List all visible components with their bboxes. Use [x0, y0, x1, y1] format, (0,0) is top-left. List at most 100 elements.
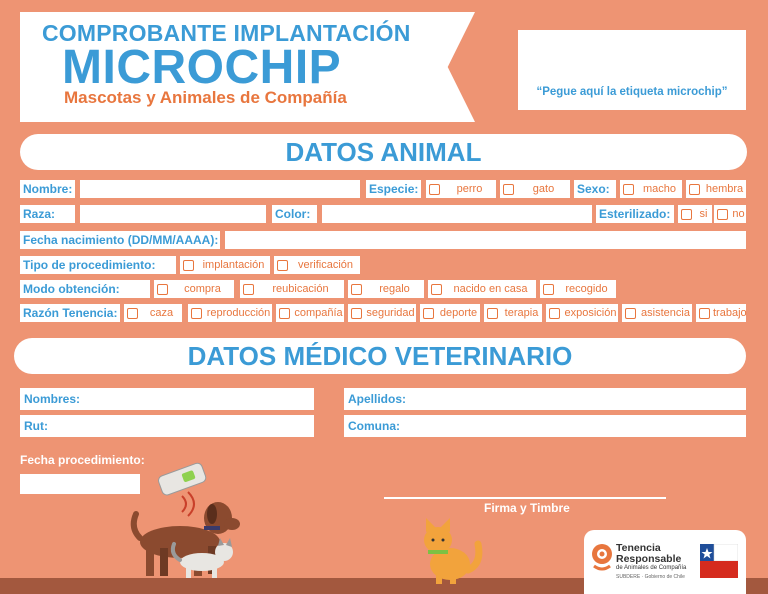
tipo-option-implantacion[interactable]: implantación [180, 256, 270, 274]
fecha-procedimiento-label: Fecha procedimiento: [20, 453, 145, 467]
checkbox[interactable] [351, 283, 362, 295]
modo-option-regalo[interactable]: regalo [348, 280, 424, 298]
nombre-field[interactable] [80, 180, 360, 198]
checkbox[interactable] [127, 307, 138, 319]
option-label: regalo [379, 283, 410, 295]
checkbox[interactable] [279, 307, 290, 319]
option-label: no [732, 208, 745, 220]
subtitle: Mascotas y Animales de Compañía [64, 88, 347, 107]
rut-label: Rut: [24, 419, 48, 433]
checkbox[interactable] [543, 283, 554, 295]
header-banner [20, 12, 475, 122]
option-label: gato [532, 183, 555, 195]
checkbox[interactable] [689, 183, 700, 195]
option-label: terapia [504, 307, 539, 319]
apellidos-label: Apellidos: [348, 392, 407, 406]
modo-option-nacido-en-casa[interactable]: nacido en casa [428, 280, 536, 298]
sexo-label: Sexo: [574, 180, 616, 198]
especie-option-gato[interactable]: gato [500, 180, 570, 198]
modo-obtencion-label: Modo obtención: [20, 280, 150, 298]
sexo-option-macho[interactable]: macho [620, 180, 682, 198]
logo-title: Tenencia Responsable [616, 543, 681, 565]
checkbox[interactable] [681, 208, 692, 220]
comuna-label: Comuna: [348, 419, 400, 433]
checkbox[interactable] [699, 307, 710, 319]
ground-strip [0, 578, 768, 594]
esterilizado-option-no[interactable]: no [714, 205, 746, 223]
option-label: reproducción [206, 307, 271, 319]
modo-option-compra[interactable]: compra [154, 280, 234, 298]
option-label: exposición [564, 307, 617, 319]
checkbox[interactable] [429, 183, 440, 195]
color-label: Color: [272, 205, 317, 223]
checkbox[interactable] [623, 183, 634, 195]
checkbox[interactable] [243, 283, 254, 295]
sexo-option-hembra[interactable]: hembra [686, 180, 746, 198]
razon-option-caza[interactable]: caza [124, 304, 182, 322]
razon-option-compania[interactable]: compañía [276, 304, 344, 322]
modo-option-reubicacion[interactable]: reubicación [240, 280, 344, 298]
option-label: nacido en casa [453, 283, 528, 295]
razon-option-seguridad[interactable]: seguridad [348, 304, 416, 322]
checkbox[interactable] [503, 183, 514, 195]
checkbox[interactable] [277, 259, 288, 271]
comuna-field[interactable]: Comuna: [344, 415, 746, 437]
option-label: compra [184, 283, 221, 295]
tipo-option-verificacion[interactable]: verificación [274, 256, 360, 274]
checkbox[interactable] [717, 208, 728, 220]
option-label: seguridad [366, 307, 415, 319]
fecha-nacimiento-field[interactable] [225, 231, 746, 249]
option-label: asistencia [641, 307, 690, 319]
logo-line1: Tenencia [616, 542, 661, 554]
fecha-nacimiento-label: Fecha nacimiento (DD/MM/AAAA): [20, 231, 220, 249]
nombre-label: Nombre: [20, 180, 75, 198]
option-label: reubicación [272, 283, 329, 295]
checkbox[interactable] [431, 283, 442, 295]
checkbox[interactable] [157, 283, 168, 295]
checkbox[interactable] [625, 307, 636, 319]
checkbox[interactable] [549, 307, 560, 319]
title-line1: COMPROBANTE IMPLANTACIÓN [42, 20, 411, 46]
especie-label: Especie: [366, 180, 421, 198]
nombres-label: Nombres: [24, 392, 81, 406]
checkbox[interactable] [423, 307, 434, 319]
raza-field[interactable] [80, 205, 266, 223]
fecha-procedimiento-field[interactable] [20, 474, 140, 494]
checkbox[interactable] [191, 307, 202, 319]
modo-option-recogido[interactable]: recogido [540, 280, 616, 298]
option-label: trabajo [713, 307, 747, 319]
tipo-procedimiento-label: Tipo de procedimiento: [20, 256, 176, 274]
razon-option-reproduccion[interactable]: reproducción [188, 304, 272, 322]
checkbox[interactable] [487, 307, 498, 319]
logo-line3: de Animales de Compañía [616, 565, 687, 571]
checkbox[interactable] [183, 259, 194, 271]
option-label: recogido [565, 283, 608, 295]
option-label: perro [456, 183, 483, 195]
option-label: caza [149, 307, 174, 319]
razon-option-trabajo[interactable]: trabajo [696, 304, 747, 322]
sticker-area [518, 30, 746, 110]
razon-option-asistencia[interactable]: asistencia [622, 304, 692, 322]
option-label: compañía [294, 307, 343, 319]
orange-cat-illustration [424, 518, 483, 584]
option-label: si [699, 208, 708, 220]
raza-label: Raza: [20, 205, 75, 223]
option-label: hembra [705, 183, 744, 195]
razon-option-exposicion[interactable]: exposición [546, 304, 618, 322]
signature-line [384, 497, 666, 499]
nombres-field[interactable]: Nombres: [20, 388, 314, 410]
razon-option-terapia[interactable]: terapia [484, 304, 542, 322]
section-title-veterinario: DATOS MÉDICO VETERINARIO [14, 338, 746, 374]
section-title-animal: DATOS ANIMAL [20, 134, 747, 170]
esterilizado-option-si[interactable]: si [678, 205, 712, 223]
rut-field[interactable]: Rut: [20, 415, 314, 437]
gobierno-chile-logo-icon [700, 544, 738, 578]
firma-label: Firma y Timbre [484, 501, 570, 515]
option-label: implantación [202, 259, 265, 271]
checkbox[interactable] [351, 307, 362, 319]
apellidos-field[interactable]: Apellidos: [344, 388, 746, 410]
color-field[interactable] [322, 205, 592, 223]
razon-option-deporte[interactable]: deporte [420, 304, 480, 322]
especie-option-perro[interactable]: perro [426, 180, 496, 198]
esterilizado-label: Esterilizado: [596, 205, 674, 223]
